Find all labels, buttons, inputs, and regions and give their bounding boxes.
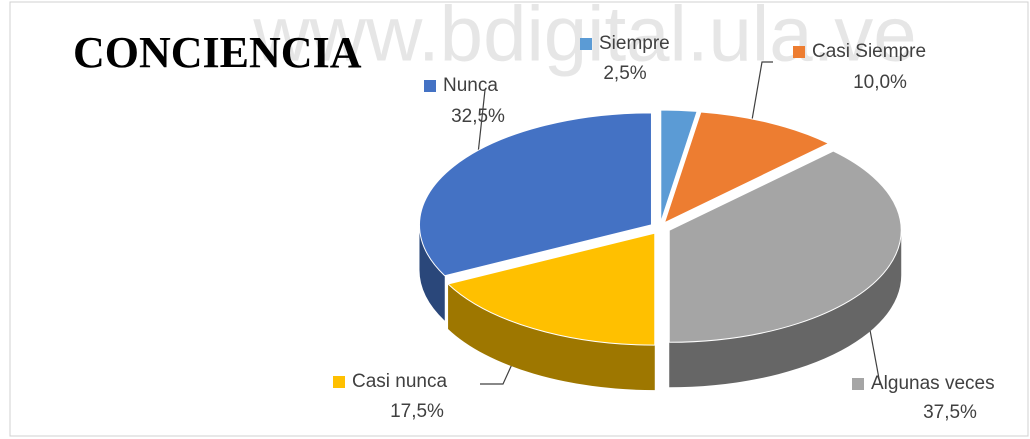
data-label-value: 37,5% — [923, 402, 977, 423]
slice-side — [419, 224, 445, 321]
slice-side — [669, 230, 902, 388]
slice — [447, 232, 656, 346]
slice — [663, 111, 830, 224]
slice — [418, 112, 652, 277]
chart-frame — [9, 1, 1029, 437]
legend-key — [793, 46, 805, 58]
data-label-value: 17,5% — [390, 401, 444, 422]
data-label-value: 2,5% — [603, 63, 646, 84]
legend-key — [333, 376, 345, 388]
data-label-value: 32,5% — [451, 106, 505, 127]
legend-key — [424, 80, 436, 92]
leader-line — [751, 61, 773, 121]
chart-title: CONCIENCIA — [73, 28, 362, 77]
leader-line — [869, 329, 881, 385]
data-label-name: Casi Siempre — [812, 41, 926, 62]
data-label-name: Casi nunca — [352, 371, 447, 392]
data-label-name: Nunca — [443, 75, 498, 96]
pie — [418, 109, 902, 391]
leader-line — [480, 361, 514, 385]
legend-key — [852, 378, 864, 390]
legend-key — [580, 38, 592, 50]
slice — [668, 150, 902, 343]
slice — [660, 109, 698, 223]
slice-side — [448, 283, 655, 391]
data-label-name: Siempre — [599, 33, 670, 54]
data-label-value: 10,0% — [853, 72, 907, 93]
leader-line — [477, 89, 486, 155]
data-label-name: Algunas veces — [871, 373, 995, 394]
leader-lines — [477, 61, 881, 385]
